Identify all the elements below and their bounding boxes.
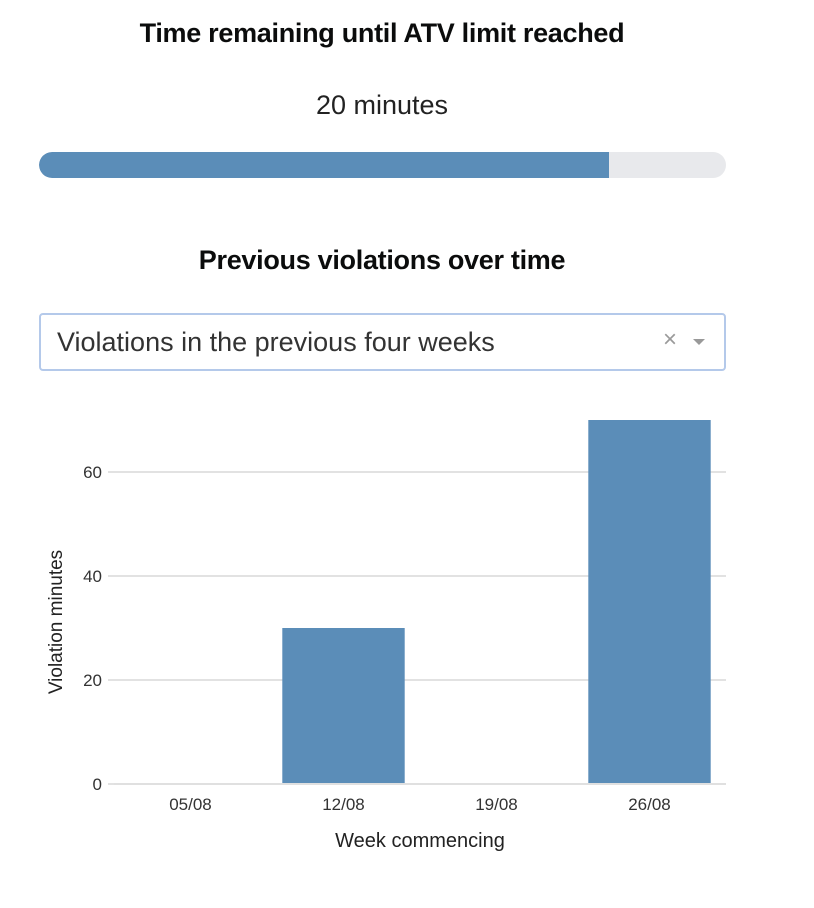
close-icon[interactable]: × <box>663 326 678 353</box>
x-tick-label: 12/08 <box>322 795 365 814</box>
time-range-selected-value: Violations in the previous four weeks <box>57 327 495 357</box>
y-axis-label: Violation minutes <box>46 550 67 694</box>
violations-chart-title: Previous violations over time <box>198 245 566 275</box>
atv-progress-bar <box>39 152 726 178</box>
bar <box>282 628 405 784</box>
y-tick-label: 0 <box>93 775 102 794</box>
chevron-down-icon[interactable] <box>693 339 705 345</box>
bar <box>588 420 711 784</box>
y-tick-label: 60 <box>83 463 102 482</box>
atv-limit-title: Time remaining until ATV limit reached <box>139 18 625 48</box>
x-axis-label: Week commencing <box>335 830 505 852</box>
time-range-select[interactable]: Violations in the previous four weeks × <box>39 313 726 371</box>
x-tick-label: 26/08 <box>628 795 671 814</box>
time-remaining-value: 20 minutes <box>315 90 449 120</box>
x-tick-label: 05/08 <box>169 795 212 814</box>
x-tick-label: 19/08 <box>475 795 518 814</box>
y-tick-label: 20 <box>83 671 102 690</box>
y-tick-label: 40 <box>83 567 102 586</box>
atv-progress-fill <box>39 152 610 178</box>
violations-bar-chart: 0 20 40 60 05/08 12/08 19/08 26/08 Week commenci… <box>46 420 726 852</box>
